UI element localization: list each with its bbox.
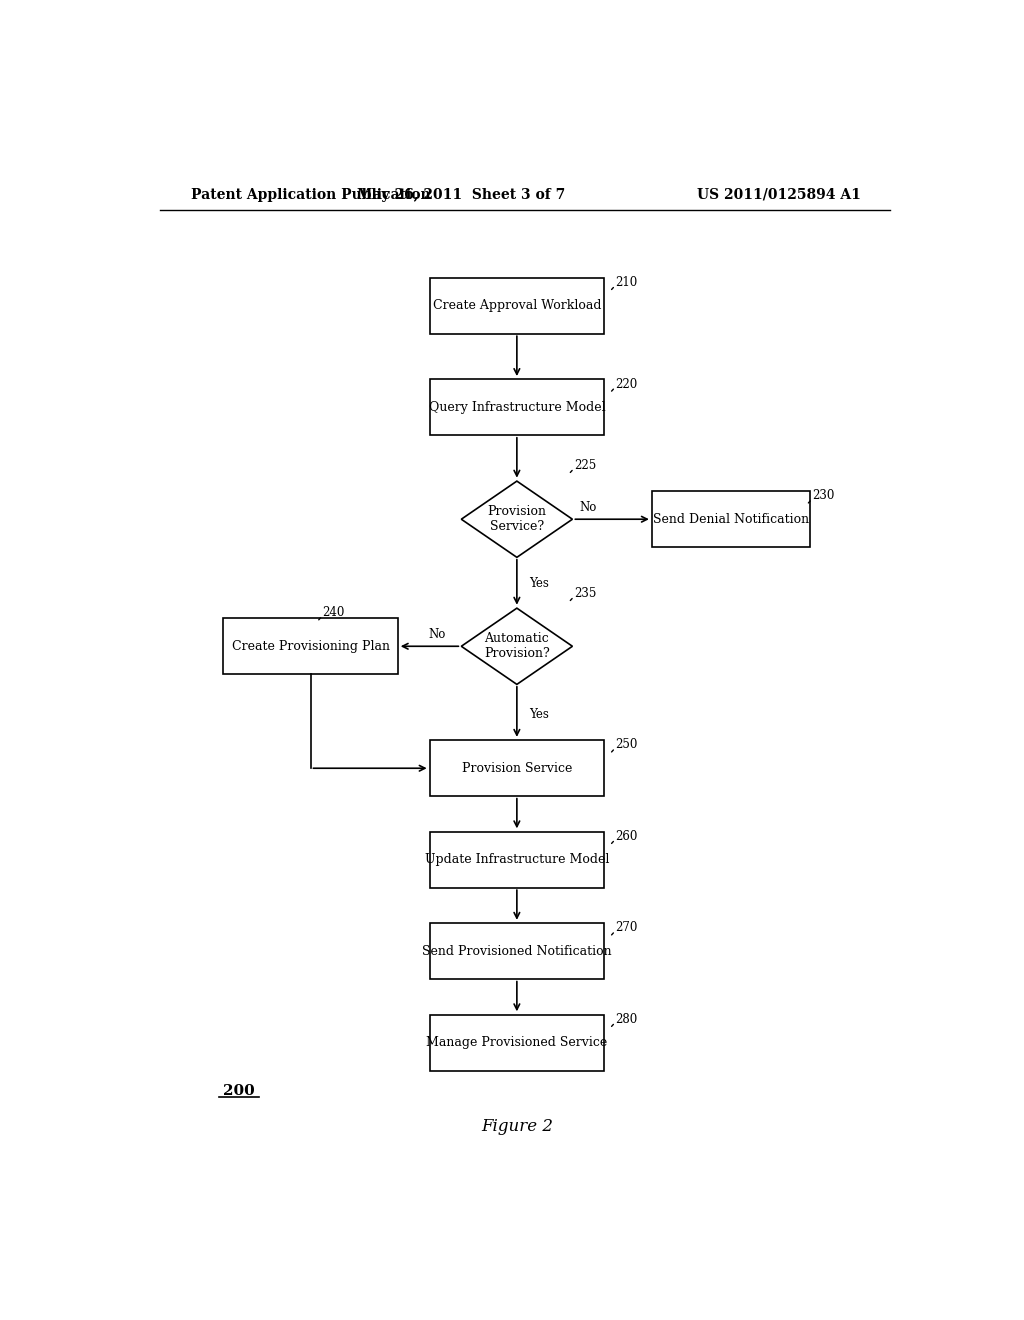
Text: Send Denial Notification: Send Denial Notification <box>653 512 809 525</box>
Polygon shape <box>461 480 572 557</box>
FancyBboxPatch shape <box>652 491 811 548</box>
Text: Provision
Service?: Provision Service? <box>487 506 547 533</box>
Text: Create Approval Workload: Create Approval Workload <box>432 300 601 313</box>
Text: Figure 2: Figure 2 <box>481 1118 553 1134</box>
FancyBboxPatch shape <box>430 832 604 887</box>
Text: No: No <box>580 500 597 513</box>
Text: Update Infrastructure Model: Update Infrastructure Model <box>425 853 609 866</box>
Text: US 2011/0125894 A1: US 2011/0125894 A1 <box>696 187 861 202</box>
Text: No: No <box>429 627 446 640</box>
Text: 210: 210 <box>615 276 638 289</box>
Text: May 26, 2011  Sheet 3 of 7: May 26, 2011 Sheet 3 of 7 <box>357 187 565 202</box>
Text: 260: 260 <box>615 830 638 843</box>
Text: 220: 220 <box>615 378 638 391</box>
Text: Manage Provisioned Service: Manage Provisioned Service <box>426 1036 607 1049</box>
Text: 200: 200 <box>223 1085 255 1098</box>
Text: Yes: Yes <box>528 708 549 721</box>
FancyBboxPatch shape <box>430 741 604 796</box>
FancyBboxPatch shape <box>430 277 604 334</box>
Text: 270: 270 <box>615 921 638 935</box>
Text: Provision Service: Provision Service <box>462 762 572 775</box>
FancyBboxPatch shape <box>430 1015 604 1071</box>
Text: Send Provisioned Notification: Send Provisioned Notification <box>422 945 611 958</box>
Text: 280: 280 <box>615 1012 638 1026</box>
Text: Create Provisioning Plan: Create Provisioning Plan <box>231 640 389 653</box>
Text: 225: 225 <box>574 459 596 471</box>
Text: 235: 235 <box>574 587 596 599</box>
Text: Yes: Yes <box>528 577 549 590</box>
Text: Automatic
Provision?: Automatic Provision? <box>484 632 550 660</box>
FancyBboxPatch shape <box>430 923 604 979</box>
Polygon shape <box>461 609 572 684</box>
Text: 250: 250 <box>615 738 638 751</box>
Text: Query Infrastructure Model: Query Infrastructure Model <box>429 401 605 414</box>
Text: 230: 230 <box>812 490 835 503</box>
Text: 240: 240 <box>323 606 345 619</box>
FancyBboxPatch shape <box>223 618 397 675</box>
FancyBboxPatch shape <box>430 379 604 436</box>
Text: Patent Application Publication: Patent Application Publication <box>191 187 431 202</box>
